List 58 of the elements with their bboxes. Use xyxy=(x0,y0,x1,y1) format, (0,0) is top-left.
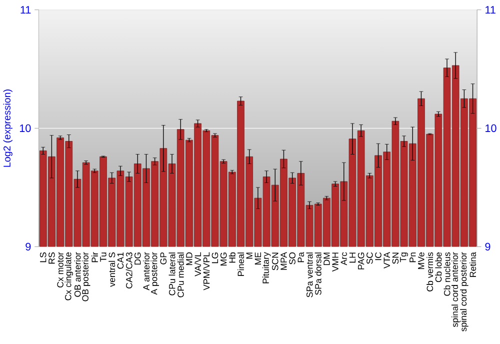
y-axis-title: Log2 (expression) xyxy=(3,90,12,167)
x-tick-label: spinal cord posterior xyxy=(460,252,468,332)
y2-tick-label: 9 xyxy=(485,242,490,251)
x-tick-label: SN xyxy=(392,252,399,264)
x-tick-label: CA2/CA3 xyxy=(126,252,132,288)
x-tick-label: MD xyxy=(186,252,192,266)
x-tick-label: Arc xyxy=(340,252,347,266)
x-tick-label: MPA xyxy=(280,252,287,270)
x-tick-label: SPa dorsal xyxy=(314,252,322,295)
x-tick-label: SPa ventral xyxy=(306,252,313,298)
x-tick-label: Tu xyxy=(100,252,106,262)
x-tick-label: Cb lobe xyxy=(435,252,442,282)
x-tick-label: Hb xyxy=(228,252,236,263)
x-tick-label: A posterior xyxy=(150,252,159,295)
x-tick-label: LH xyxy=(349,252,356,263)
x-tick-label: Cx cingulate xyxy=(64,252,74,300)
x-tick-label: LG xyxy=(212,252,218,264)
x-tick-label: Pa xyxy=(298,252,304,262)
x-tick-label: Pn xyxy=(410,252,416,262)
x-tick-label: Pituitary xyxy=(262,252,271,284)
x-tick-label: A anterior xyxy=(142,252,150,290)
y-tick-label: 10 xyxy=(20,124,31,132)
x-tick-label: Tg xyxy=(400,252,408,262)
x-tick-label: Pineal xyxy=(238,252,244,276)
x-tick-label: Cx motor xyxy=(57,252,64,288)
x-tick-label: DM xyxy=(324,252,330,266)
x-tick-label: spinal cord anterior xyxy=(451,252,460,328)
x-tick-label: SO xyxy=(289,252,296,264)
x-tick-label: IC xyxy=(375,252,382,260)
x-tick-label: PAG xyxy=(358,252,364,270)
x-tick-label: RS xyxy=(48,252,55,264)
x-tick-label: SCN xyxy=(272,252,278,270)
x-tick-label: LS xyxy=(40,252,46,262)
y-tick-label: 11 xyxy=(20,6,31,14)
x-tick-label: VA/VL xyxy=(194,252,202,276)
y2-tick-label: 10 xyxy=(486,124,496,132)
y2-tick-label: 11 xyxy=(486,6,496,14)
x-tick-label: OB posterior xyxy=(82,252,90,302)
x-tick-label: M xyxy=(246,252,252,259)
y-tick-label: 9 xyxy=(26,242,31,251)
x-tick-label: MVe xyxy=(418,252,424,270)
x-tick-label: DG xyxy=(134,252,141,265)
x-tick-label: CPu medial xyxy=(177,252,184,298)
x-tick-label: MG xyxy=(220,252,227,266)
x-tick-label: CPu lateral xyxy=(168,252,176,296)
x-tick-label: Cb nucleus xyxy=(444,252,450,296)
x-tick-label: Cb vermis xyxy=(426,252,434,292)
x-tick-label: VTA xyxy=(384,252,390,269)
x-tick-label: CA1 xyxy=(117,252,124,269)
x-tick-label: OB anterior xyxy=(74,252,81,297)
x-tick-label: Retina xyxy=(470,252,476,277)
x-tick-label: VMH xyxy=(332,252,338,272)
x-tick-label: SC xyxy=(366,252,373,264)
x-tick-label: ME xyxy=(254,252,261,265)
x-tick-label: ventral S xyxy=(108,252,116,287)
x-tick-label: Pir xyxy=(91,252,98,262)
x-tick-label: GP xyxy=(160,252,167,264)
x-tick-label: VPM/VPL xyxy=(203,252,210,290)
